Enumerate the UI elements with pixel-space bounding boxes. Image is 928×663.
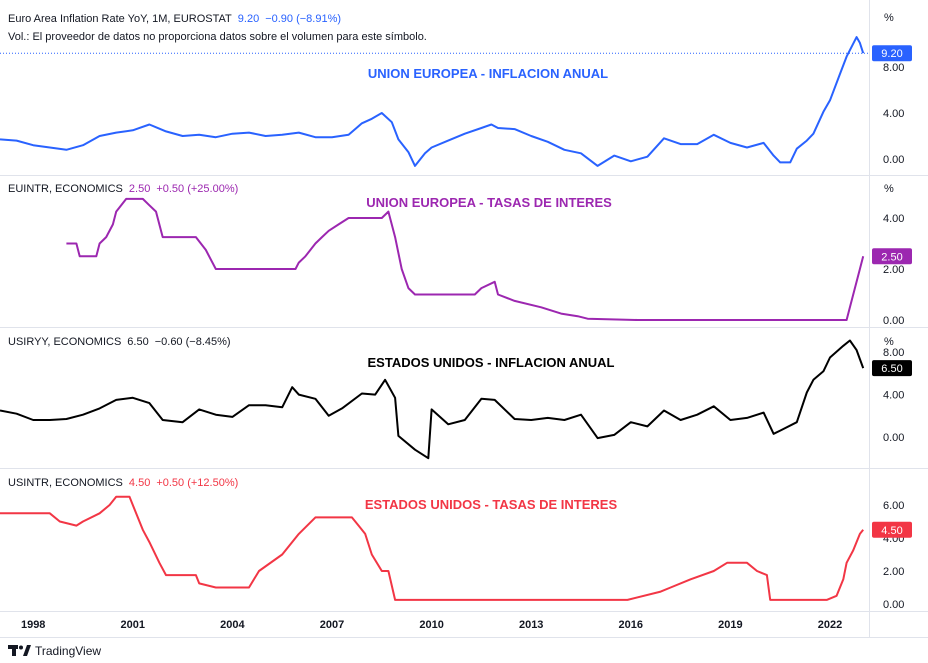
pane-4-value: 4.50 <box>129 477 150 489</box>
tick-label: 8.00 <box>883 347 904 359</box>
tick-label: 2.00 <box>883 264 904 276</box>
badge-text: 9.20 <box>881 48 902 60</box>
pane-2-last-value-badge: 2.50 <box>872 248 912 265</box>
pane-3-price-scale[interactable]: 8.00 4.00 0.00 <box>883 347 904 444</box>
tradingview-logo[interactable]: TradingView <box>8 644 101 658</box>
pane-3-last-value-badge: 6.50 <box>872 360 912 377</box>
series-line-eu-inflation <box>0 36 865 167</box>
pane-2-title: UNION EUROPEA - TASAS DE INTERES <box>366 195 612 210</box>
tick-label: 0.00 <box>883 599 904 611</box>
pane-separators <box>0 0 928 638</box>
tick-label: 6.00 <box>883 500 904 512</box>
pane-1-price-scale[interactable]: 8.00 4.00 0.00 <box>883 62 904 166</box>
time-tick: 2004 <box>220 619 245 631</box>
badge-bg <box>872 360 912 377</box>
time-tick: 2007 <box>320 619 344 631</box>
series-line-eu-interest <box>66 197 865 321</box>
tick-label: 4.00 <box>883 213 904 225</box>
time-tick: 1998 <box>21 619 45 631</box>
badge-bg <box>872 45 912 62</box>
pane-4-us-interest <box>0 495 864 601</box>
pane-2-price-scale[interactable]: 4.00 2.00 0.00 <box>883 213 904 327</box>
pane-1-symbol[interactable]: Euro Area Inflation Rate YoY, 1M, EUROST… <box>8 13 232 25</box>
time-tick: 2001 <box>121 619 145 631</box>
tick-label: 8.00 <box>883 62 904 74</box>
pane-2-change: +0.50 (+25.00%) <box>156 183 238 195</box>
tradingview-brand: TradingView <box>35 644 101 658</box>
pane-1-value: 9.20 <box>238 13 259 25</box>
series-line-us-inflation <box>0 339 865 460</box>
pane-2-symbol[interactable]: EUINTR, ECONOMICS <box>8 183 123 195</box>
badge-bg <box>872 248 912 265</box>
time-tick: 2022 <box>818 619 842 631</box>
series-line-us-interest <box>0 495 864 601</box>
pane-4-change: +0.50 (+12.50%) <box>156 477 238 489</box>
badge-text: 4.50 <box>881 525 902 537</box>
badge-text: 2.50 <box>881 251 902 263</box>
pane-4-last-value-badge: 4.50 <box>872 521 912 538</box>
pane-1-title: UNION EUROPEA - INFLACION ANUAL <box>368 66 608 81</box>
time-tick: 2013 <box>519 619 543 631</box>
pane-3-unit: % <box>884 336 894 348</box>
pane-3-value: 6.50 <box>127 336 148 348</box>
pane-2-unit: % <box>884 183 894 195</box>
pane-1-eu-inflation <box>0 36 865 167</box>
pane-2-value: 2.50 <box>129 183 150 195</box>
pane-3-legend: USIRYY, ECONOMICS 6.50 −0.60 (−8.45%) <box>8 336 231 348</box>
pane-2-eu-interest <box>66 197 865 321</box>
time-tick: 2010 <box>419 619 443 631</box>
time-tick: 2019 <box>718 619 742 631</box>
tick-label: 4.00 <box>883 108 904 120</box>
pane-3-change: −0.60 (−8.45%) <box>155 336 231 348</box>
pane-4-title: ESTADOS UNIDOS - TASAS DE INTERES <box>365 497 618 512</box>
badge-text: 6.50 <box>881 363 902 375</box>
tick-label: 4.00 <box>883 390 904 402</box>
tick-label: 0.00 <box>883 432 904 444</box>
tick-label: 2.00 <box>883 566 904 578</box>
pane-1-unit: % <box>884 12 894 24</box>
pane-3-symbol[interactable]: USIRYY, ECONOMICS <box>8 336 121 348</box>
pane-4-symbol[interactable]: USINTR, ECONOMICS <box>8 477 123 489</box>
tick-label: 0.00 <box>883 154 904 166</box>
pane-1-change: −0.90 (−8.91%) <box>265 13 341 25</box>
pane-3-us-inflation <box>0 339 865 460</box>
time-tick: 2016 <box>619 619 643 631</box>
pane-1-last-value-badge: 9.20 <box>872 45 912 62</box>
pane-1-legend: Euro Area Inflation Rate YoY, 1M, EUROST… <box>8 13 341 25</box>
badge-bg <box>872 521 912 538</box>
pane-1-volume-note: Vol.: El proveedor de datos no proporcio… <box>8 31 427 43</box>
time-axis[interactable]: 1998 2001 2004 2007 2010 2013 2016 2019 … <box>21 619 842 631</box>
pane-2-legend: EUINTR, ECONOMICS 2.50 +0.50 (+25.00%) <box>8 183 238 195</box>
pane-4-price-scale[interactable]: 6.00 4.00 2.00 0.00 <box>883 500 904 611</box>
tick-label: 0.00 <box>883 315 904 327</box>
pane-3-title: ESTADOS UNIDOS - INFLACION ANUAL <box>368 355 615 370</box>
pane-4-legend: USINTR, ECONOMICS 4.50 +0.50 (+12.50%) <box>8 477 238 489</box>
tradingview-logo-icon <box>8 645 31 656</box>
